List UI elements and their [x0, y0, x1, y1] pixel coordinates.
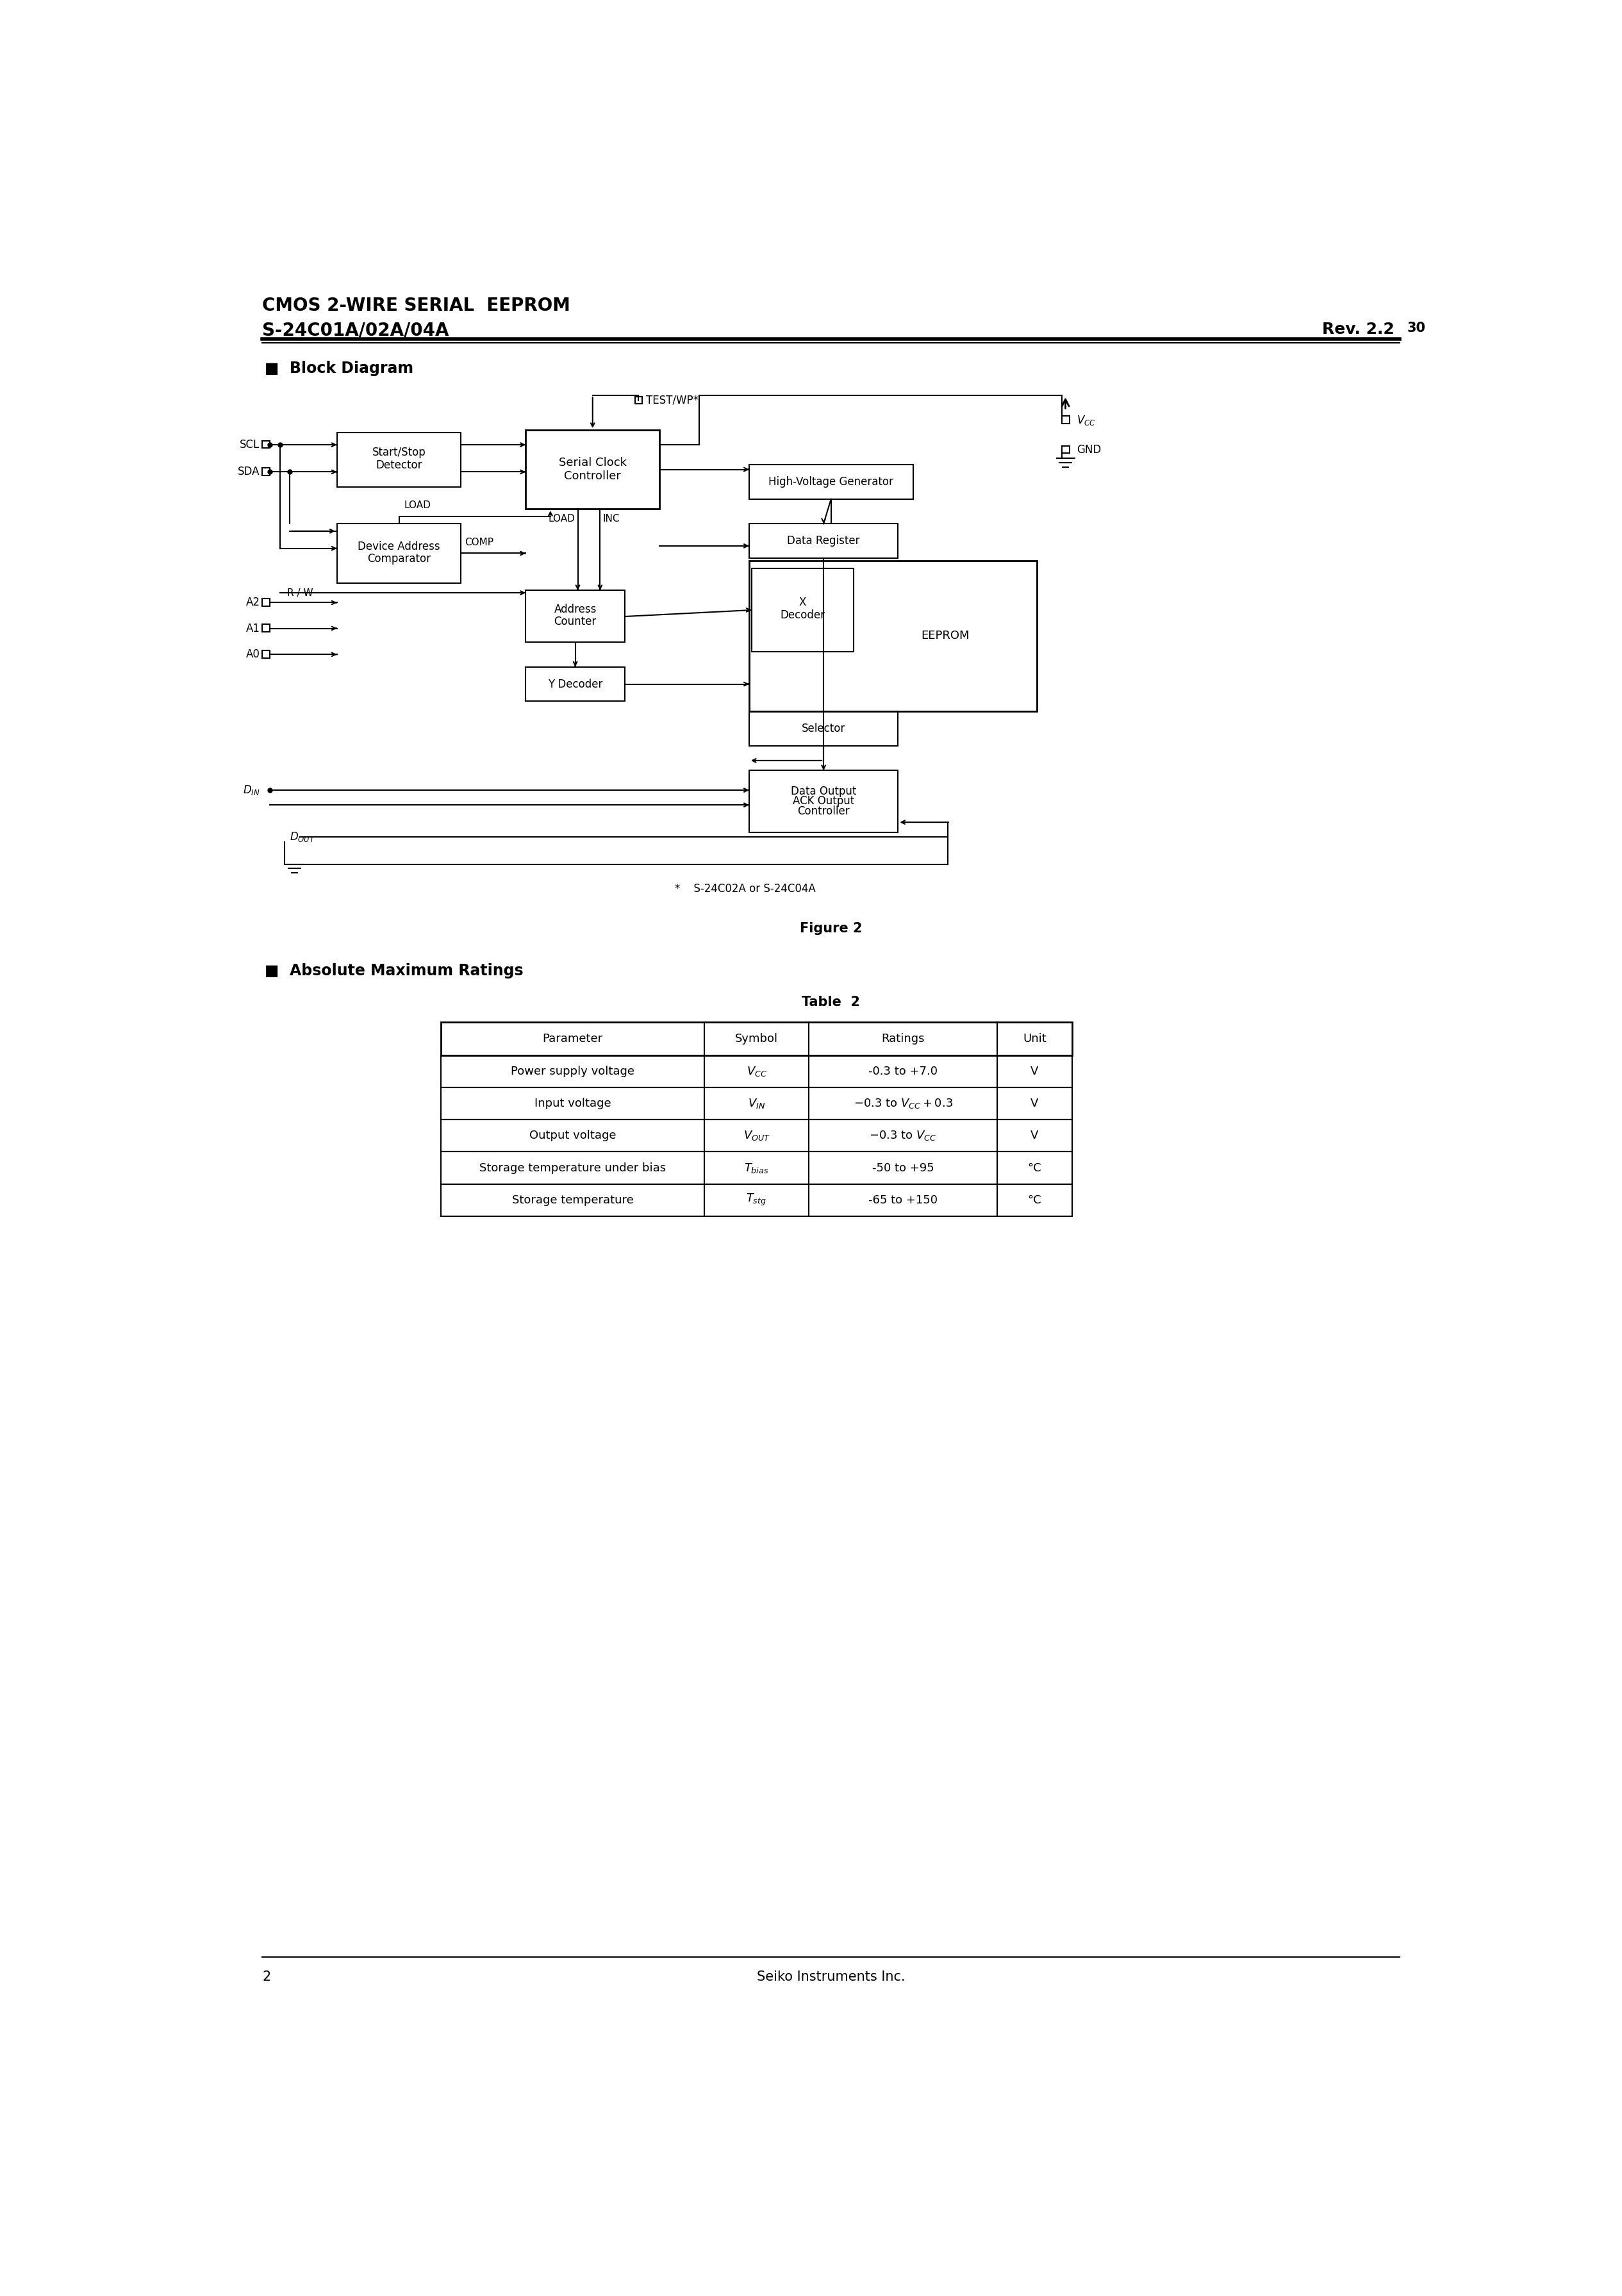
- Bar: [263, 625, 269, 631]
- Text: V: V: [1030, 1065, 1038, 1077]
- Text: CMOS 2-WIRE SERIAL  EEPROM: CMOS 2-WIRE SERIAL EEPROM: [263, 296, 571, 315]
- Text: V: V: [1030, 1130, 1038, 1141]
- Text: EEPROM: EEPROM: [921, 629, 970, 641]
- Text: Selector: Selector: [801, 723, 845, 735]
- Text: V: V: [1030, 1097, 1038, 1109]
- Bar: [749, 464, 913, 498]
- Text: A1: A1: [247, 622, 260, 634]
- Bar: [263, 650, 269, 659]
- Text: Y Decoder: Y Decoder: [548, 677, 603, 689]
- Text: ACK Output: ACK Output: [793, 794, 855, 806]
- Bar: [337, 432, 461, 487]
- Text: Table  2: Table 2: [801, 996, 860, 1008]
- Text: Ratings: Ratings: [881, 1033, 925, 1045]
- Text: LOAD: LOAD: [404, 501, 431, 510]
- Text: Device Address: Device Address: [358, 540, 440, 551]
- Bar: [526, 590, 624, 643]
- Text: INC: INC: [602, 514, 620, 523]
- Text: Data Output: Data Output: [792, 785, 856, 797]
- Bar: [526, 666, 624, 700]
- Bar: [441, 1185, 1072, 1217]
- Bar: [441, 1153, 1072, 1185]
- Text: Absolute Maximum Ratings: Absolute Maximum Ratings: [290, 962, 524, 978]
- Bar: [441, 1120, 1072, 1153]
- Text: Unit: Unit: [1023, 1033, 1046, 1045]
- Bar: [526, 429, 660, 510]
- Text: Address: Address: [555, 604, 597, 615]
- Text: $-0.3\ \mathrm{to}\ V_{CC}+0.3$: $-0.3\ \mathrm{to}\ V_{CC}+0.3$: [853, 1097, 952, 1111]
- Text: GND: GND: [1077, 443, 1101, 455]
- Bar: [441, 1088, 1072, 1120]
- Text: $V_{CC}$: $V_{CC}$: [746, 1065, 767, 1079]
- Text: ■: ■: [264, 962, 279, 978]
- Bar: [337, 523, 461, 583]
- Text: Storage temperature: Storage temperature: [513, 1194, 634, 1205]
- Bar: [751, 567, 853, 652]
- Text: Parameter: Parameter: [543, 1033, 603, 1045]
- Text: *    S-24C02A or S-24C04A: * S-24C02A or S-24C04A: [675, 884, 816, 895]
- Text: S-24C01A/02A/04A: S-24C01A/02A/04A: [263, 321, 449, 340]
- Text: A2: A2: [247, 597, 260, 608]
- Text: Comparator: Comparator: [367, 553, 431, 565]
- Text: $D_{IN}$: $D_{IN}$: [243, 783, 260, 797]
- Bar: [749, 523, 899, 558]
- Text: 30: 30: [1408, 321, 1426, 335]
- Bar: [441, 1022, 1072, 1056]
- Text: $T_{bias}$: $T_{bias}$: [744, 1162, 769, 1173]
- Text: Start/Stop: Start/Stop: [371, 448, 425, 459]
- Text: SDA: SDA: [238, 466, 260, 478]
- Bar: [749, 560, 1036, 712]
- Text: SCL: SCL: [240, 439, 260, 450]
- Text: Counter: Counter: [555, 615, 597, 627]
- Text: Block Diagram: Block Diagram: [290, 360, 414, 377]
- Text: °C: °C: [1028, 1194, 1041, 1205]
- Text: A0: A0: [247, 650, 260, 661]
- Text: $D_{OUT}$: $D_{OUT}$: [290, 831, 316, 843]
- Text: °C: °C: [1028, 1162, 1041, 1173]
- Text: -50 to +95: -50 to +95: [873, 1162, 934, 1173]
- Text: $T_{stg}$: $T_{stg}$: [746, 1192, 767, 1208]
- Bar: [1062, 445, 1069, 452]
- Text: Serial Clock: Serial Clock: [558, 457, 626, 468]
- Text: Decoder: Decoder: [780, 611, 826, 622]
- Text: Power supply voltage: Power supply voltage: [511, 1065, 634, 1077]
- Text: LOAD: LOAD: [548, 514, 576, 523]
- Bar: [263, 599, 269, 606]
- Text: R / W: R / W: [287, 588, 313, 597]
- Text: Symbol: Symbol: [735, 1033, 779, 1045]
- Bar: [634, 397, 642, 404]
- Text: Seiko Instruments Inc.: Seiko Instruments Inc.: [757, 1970, 905, 1984]
- Bar: [1062, 416, 1069, 422]
- Text: Controller: Controller: [798, 806, 850, 817]
- Text: -65 to +150: -65 to +150: [868, 1194, 938, 1205]
- Bar: [749, 771, 899, 831]
- Text: X: X: [798, 597, 806, 608]
- Bar: [263, 468, 269, 475]
- Text: TEST/WP*: TEST/WP*: [646, 395, 699, 406]
- Text: $V_{IN}$: $V_{IN}$: [748, 1097, 766, 1111]
- Text: Storage temperature under bias: Storage temperature under bias: [480, 1162, 667, 1173]
- Text: $V_{OUT}$: $V_{OUT}$: [743, 1130, 770, 1141]
- Bar: [441, 1056, 1072, 1088]
- Text: Detector: Detector: [376, 459, 422, 471]
- Bar: [749, 712, 899, 746]
- Text: Output voltage: Output voltage: [529, 1130, 616, 1141]
- Text: Controller: Controller: [564, 471, 621, 482]
- Bar: [263, 441, 269, 448]
- Text: Figure 2: Figure 2: [800, 923, 863, 934]
- Text: High-Voltage Generator: High-Voltage Generator: [769, 475, 894, 487]
- Text: $-0.3\ \mathrm{to}\ V_{CC}$: $-0.3\ \mathrm{to}\ V_{CC}$: [869, 1130, 938, 1141]
- Text: COMP: COMP: [466, 537, 493, 546]
- Text: Rev. 2.2: Rev. 2.2: [1322, 321, 1400, 338]
- Text: Data Register: Data Register: [787, 535, 860, 546]
- Text: 2: 2: [263, 1970, 271, 1984]
- Text: Input voltage: Input voltage: [534, 1097, 611, 1109]
- Text: $V_{CC}$: $V_{CC}$: [1077, 413, 1096, 427]
- Text: ■: ■: [264, 360, 279, 377]
- Text: -0.3 to +7.0: -0.3 to +7.0: [868, 1065, 938, 1077]
